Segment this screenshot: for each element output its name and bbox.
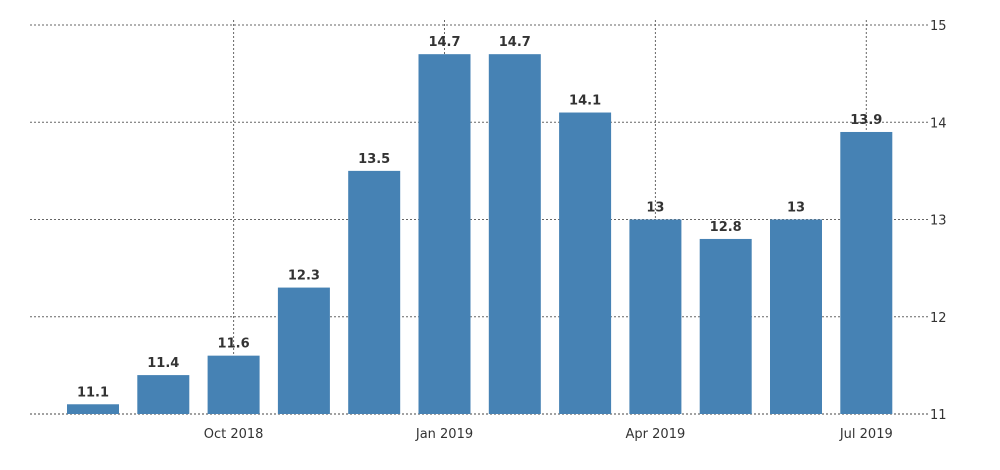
bar[interactable] bbox=[559, 112, 612, 415]
bar[interactable] bbox=[418, 54, 471, 415]
bar-value-label: 12.3 bbox=[288, 269, 320, 284]
bars bbox=[67, 54, 893, 415]
bar[interactable] bbox=[629, 219, 682, 415]
bar-value-label: 12.8 bbox=[710, 220, 742, 235]
y-axis-tick-labels: 11 12 13 14 15 bbox=[930, 19, 947, 423]
bar-value-label: 14.7 bbox=[499, 35, 531, 50]
bar[interactable] bbox=[207, 355, 260, 414]
bar-value-label: 13.9 bbox=[850, 113, 882, 128]
y-tick-label: 12 bbox=[930, 311, 947, 326]
bar-value-label: 13 bbox=[646, 201, 664, 216]
bar-value-label: 11.6 bbox=[218, 337, 250, 352]
bar[interactable] bbox=[699, 238, 752, 414]
bar[interactable] bbox=[67, 404, 119, 414]
bar[interactable] bbox=[770, 219, 822, 415]
x-tick-label: Jul 2019 bbox=[839, 427, 893, 442]
y-tick-label: 13 bbox=[930, 214, 947, 229]
bar-value-label: 14.7 bbox=[428, 35, 460, 50]
x-axis-tick-labels: Oct 2018 Jan 2019 Apr 2019 Jul 2019 bbox=[204, 427, 893, 442]
x-tick-label: Oct 2018 bbox=[204, 427, 264, 442]
bar[interactable] bbox=[348, 170, 401, 414]
bar-value-label: 14.1 bbox=[569, 94, 601, 109]
bar[interactable] bbox=[488, 54, 541, 415]
bar[interactable] bbox=[840, 131, 893, 414]
bar[interactable] bbox=[277, 287, 330, 414]
y-tick-label: 15 bbox=[930, 19, 947, 34]
bar-value-label: 11.1 bbox=[77, 385, 109, 400]
x-tick-label: Apr 2019 bbox=[626, 427, 686, 442]
bar-value-labels: 11.1 11.4 11.6 12.3 13.5 14.7 14.7 14.1 13 12.8 13… bbox=[77, 35, 882, 400]
bar[interactable] bbox=[137, 375, 190, 414]
bar-value-label: 11.4 bbox=[147, 356, 179, 371]
bar-value-label: 13.5 bbox=[358, 152, 390, 167]
y-tick-label: 11 bbox=[930, 408, 947, 423]
bar-value-label: 13 bbox=[787, 201, 805, 216]
y-tick-label: 14 bbox=[930, 116, 947, 131]
x-tick-label: Jan 2019 bbox=[415, 427, 473, 442]
